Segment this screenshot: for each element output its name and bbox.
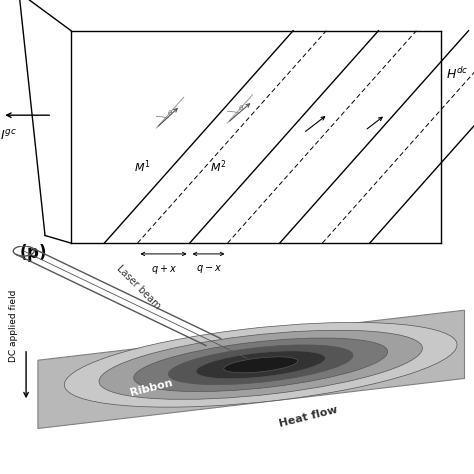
Text: $M^2$: $M^2$ xyxy=(210,158,226,175)
Ellipse shape xyxy=(168,345,353,385)
Text: $\theta$: $\theta$ xyxy=(238,102,244,111)
Text: $H^{dc}$: $H^{dc}$ xyxy=(446,66,468,82)
Text: Laser beam: Laser beam xyxy=(115,263,163,311)
Polygon shape xyxy=(38,310,465,428)
Ellipse shape xyxy=(224,357,298,373)
Text: $q-x$: $q-x$ xyxy=(196,263,221,275)
Ellipse shape xyxy=(134,338,388,392)
Ellipse shape xyxy=(64,322,457,407)
Text: $\bf{(p)}$: $\bf{(p)}$ xyxy=(19,242,47,264)
Text: $M^1$: $M^1$ xyxy=(134,158,151,175)
Text: $\theta$: $\theta$ xyxy=(167,108,173,117)
Ellipse shape xyxy=(196,351,325,379)
Text: Heat flow: Heat flow xyxy=(278,405,338,429)
Text: $q+x$: $q+x$ xyxy=(151,263,176,276)
Ellipse shape xyxy=(99,330,422,400)
Text: DC applied field: DC applied field xyxy=(9,290,18,362)
Text: Ribbon: Ribbon xyxy=(129,377,174,398)
Text: $I^{gc}$: $I^{gc}$ xyxy=(0,128,17,143)
